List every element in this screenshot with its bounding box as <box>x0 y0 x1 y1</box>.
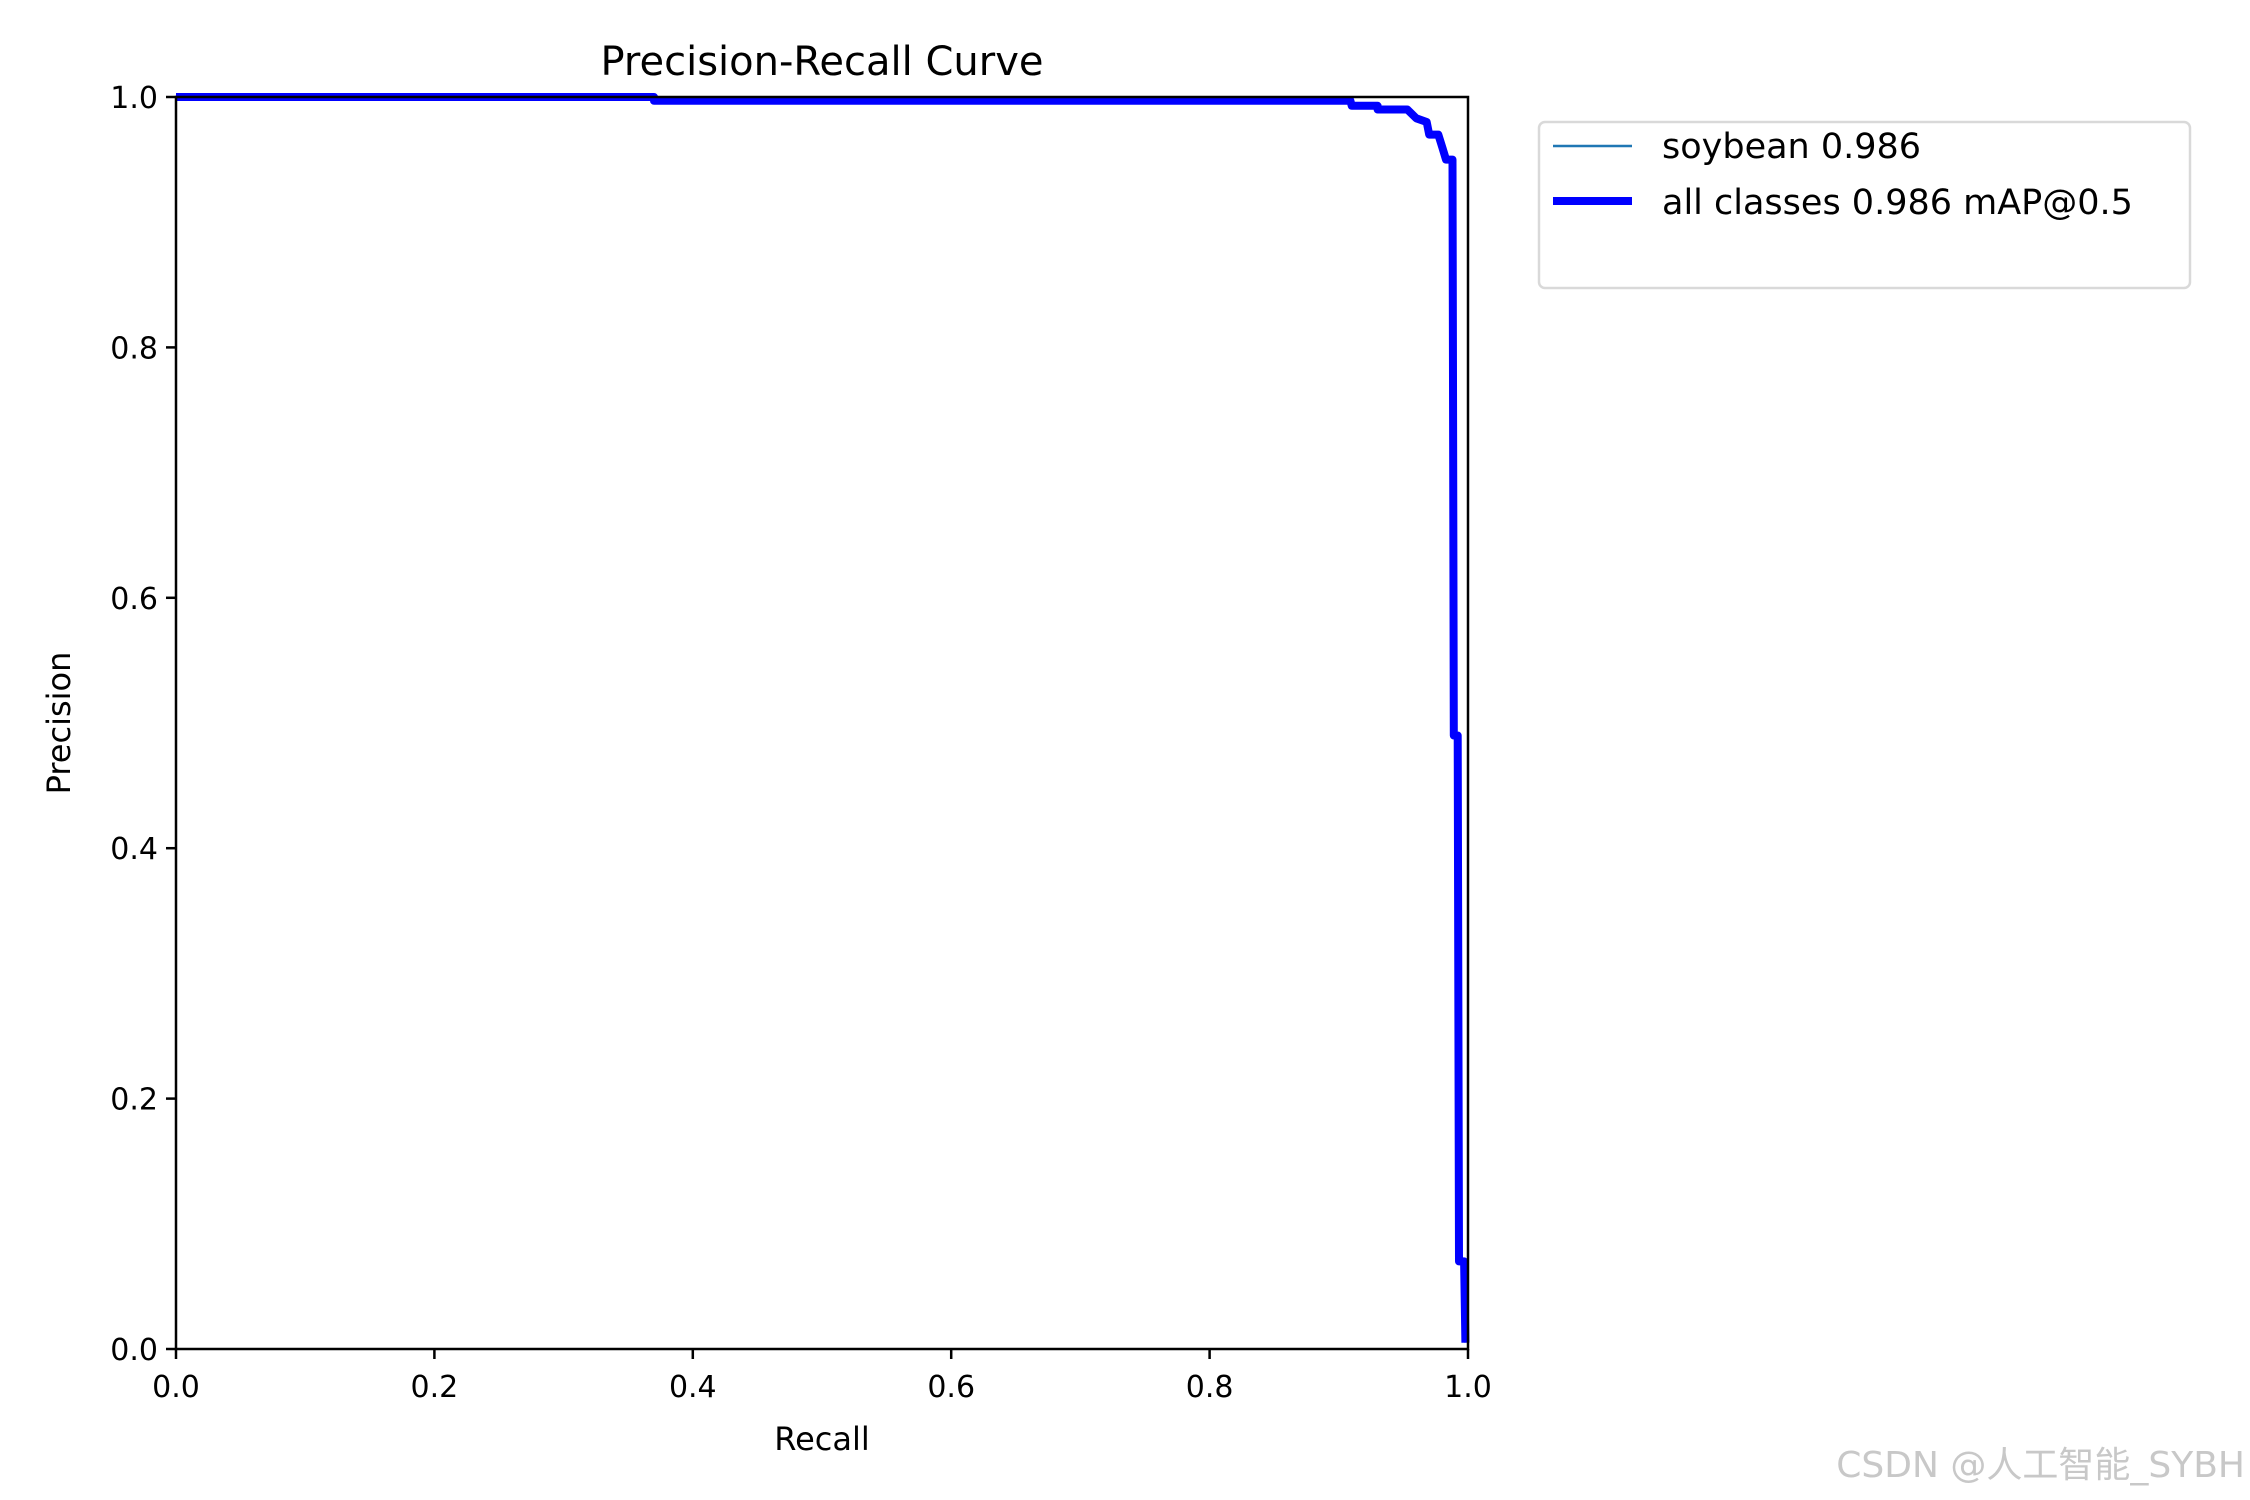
y-tick-label: 0.6 <box>110 582 158 617</box>
y-tick-label: 0.0 <box>110 1333 158 1368</box>
y-tick-label: 0.8 <box>110 331 158 366</box>
curves <box>176 93 1470 1343</box>
x-axis-label: Recall <box>774 1420 869 1458</box>
legend: soybean 0.986 all classes 0.986 mAP@0.5 <box>1537 120 2192 290</box>
x-tick-label: 0.2 <box>411 1370 459 1405</box>
x-tick-label: 0.0 <box>152 1370 200 1405</box>
y-tick-label: 1.0 <box>110 81 158 116</box>
plot-frame <box>174 95 1470 1351</box>
x-axis-ticks: 0.0 0.2 0.4 0.6 0.8 1.0 <box>152 1349 1492 1405</box>
x-tick-label: 0.4 <box>669 1370 717 1405</box>
y-tick-label: 0.4 <box>110 832 158 867</box>
watermark: CSDN @人工智能_SYBH <box>1836 1445 2245 1486</box>
chart-title: Precision-Recall Curve <box>601 39 1044 85</box>
y-axis-ticks: 0.0 0.2 0.4 0.6 0.8 1.0 <box>110 81 176 1368</box>
y-tick-label: 0.2 <box>110 1083 158 1118</box>
series-line-all-classes <box>176 93 1470 1343</box>
series-line-soybean <box>176 95 1467 1343</box>
legend-label-soybean: soybean 0.986 <box>1662 127 1921 167</box>
x-tick-label: 0.6 <box>927 1370 975 1405</box>
y-axis-label: Precision <box>40 652 78 795</box>
legend-box <box>1537 120 2192 290</box>
x-tick-label: 1.0 <box>1444 1370 1492 1405</box>
legend-label-all-classes: all classes 0.986 mAP@0.5 <box>1662 183 2133 223</box>
x-tick-label: 0.8 <box>1186 1370 1234 1405</box>
